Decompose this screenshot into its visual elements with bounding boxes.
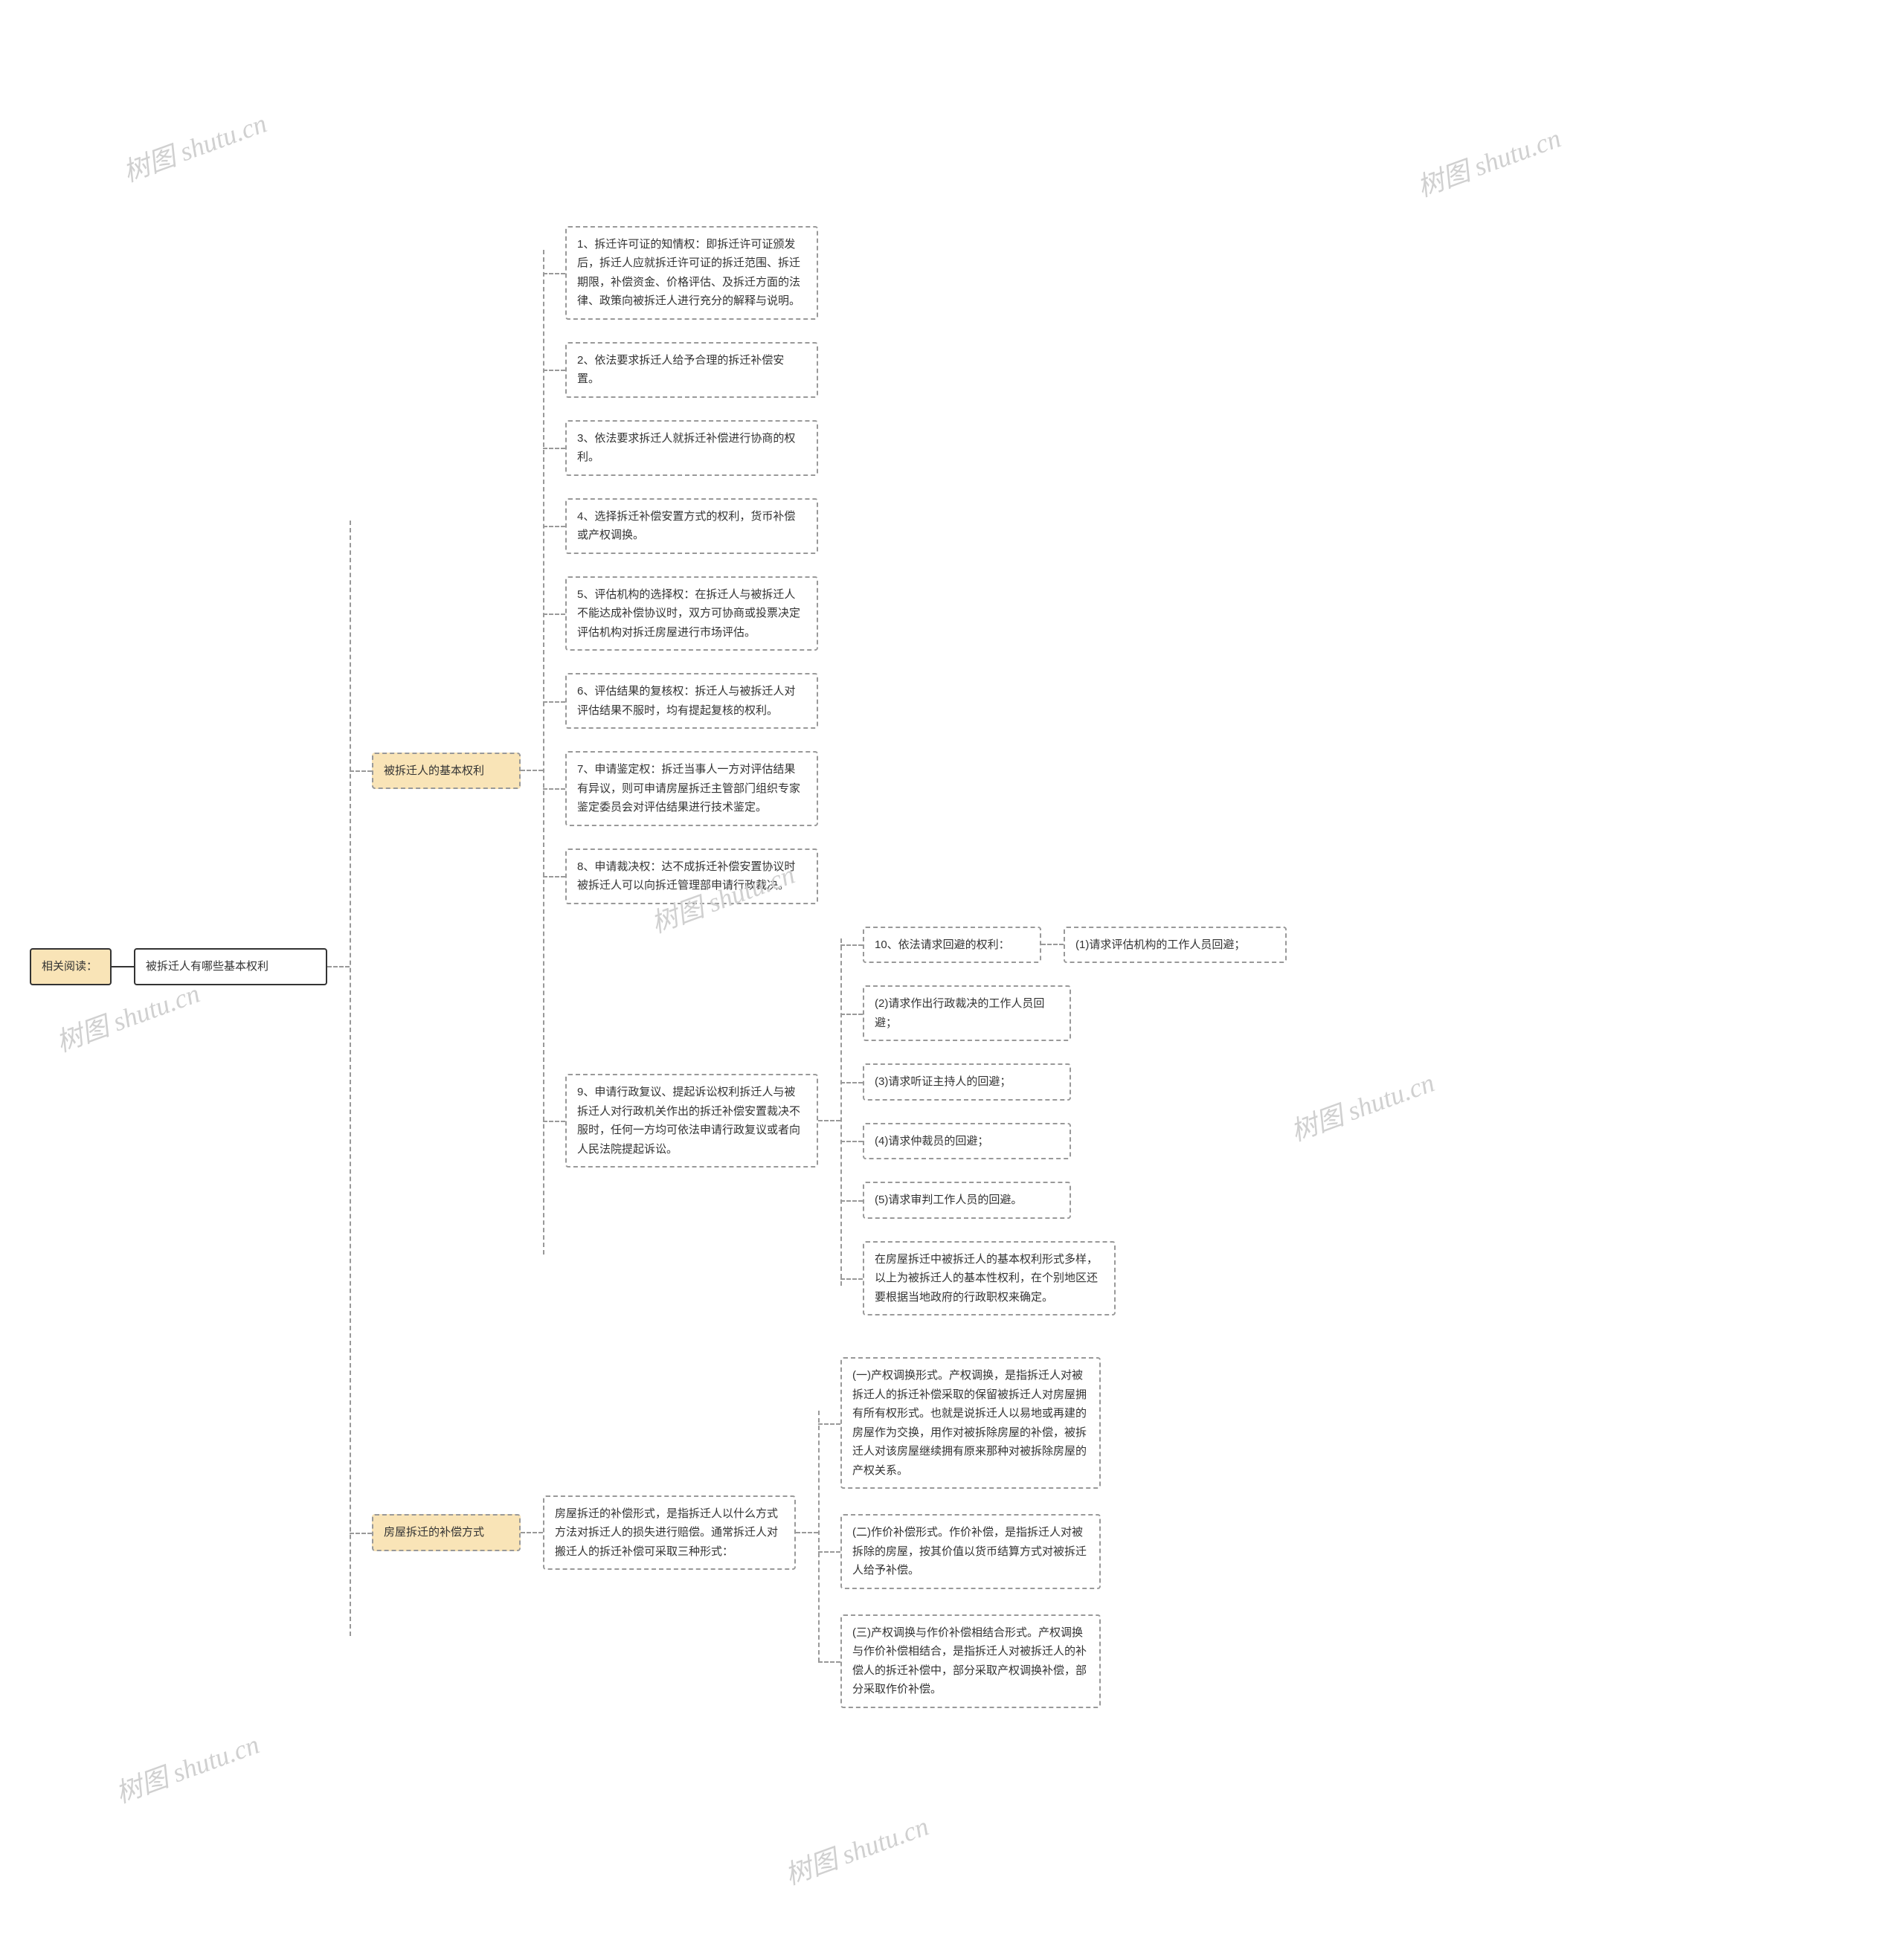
root-node: 被拆迁人有哪些基本权利 [134,948,327,985]
rights-leaf: 9、申请行政复议、提起诉讼权利拆迁人与被拆迁人对行政机关作出的拆迁补偿安置裁决不… [565,1074,818,1168]
leaf-text: (4)请求仲裁员的回避； [875,1135,988,1147]
leaf-text: 1、拆迁许可证的知情权：即拆迁许可证颁发后，拆迁人应就拆迁许可证的拆迁范围、拆迁… [577,238,800,308]
connector [1041,944,1064,945]
connector [327,966,350,967]
item10-row: 10、依法请求回避的权利： (1)请求评估机构的工作人员回避； [863,921,1287,970]
comp-leaf: (一)产权调换形式。产权调换，是指拆迁人对被拆迁人的拆迁补偿采取的保留被拆迁人对… [840,1357,1101,1489]
connector [112,966,134,967]
leaf-text: (一)产权调换形式。产权调换，是指拆迁人对被拆迁人的拆迁补偿采取的保留被拆迁人对… [852,1369,1087,1477]
rights-item: 5、评估机构的选择权：在拆迁人与被拆迁人不能达成补偿协议时，双方可协商或投票决定… [565,570,1287,657]
branch-compensation: 房屋拆迁的补偿方式 房屋拆迁的补偿形式，是指拆迁人以什么方式方法对拆迁人的损失进… [372,1351,1287,1714]
rights-leaf: 5、评估机构的选择权：在拆迁人与被拆迁人不能达成补偿协议时，双方可协商或投票决定… [565,576,818,651]
branch-compensation-node: 房屋拆迁的补偿方式 [372,1514,521,1551]
avoid-item: (2)请求作出行政裁决的工作人员回避； [863,979,1287,1047]
rights-leaf: 2、依法要求拆迁人给予合理的拆迁补偿安置。 [565,342,818,398]
item9-vline [840,938,842,1286]
rights-item: 4、选择拆迁补偿安置方式的权利，货币补偿或产权调换。 [565,492,1287,560]
leaf-text: (二)作价补偿形式。作价补偿，是指拆迁人对被拆除的房屋，按其价值以货币结算方式对… [852,1526,1087,1577]
leaf-text: 8、申请裁决权：达不成拆迁补偿安置协议时被拆迁人可以向拆迁管理部申请行政裁决。 [577,860,795,892]
avoid-leaf: (5)请求审判工作人员的回避。 [863,1182,1071,1219]
leaf-text: (2)请求作出行政裁决的工作人员回避； [875,997,1044,1029]
leaf-text: 2、依法要求拆迁人给予合理的拆迁补偿安置。 [577,354,784,386]
leaf-text: (3)请求听证主持人的回避； [875,1075,1011,1088]
avoid-item: (4)请求仲裁员的回避； [863,1117,1287,1166]
leaf-text: 3、依法要求拆迁人就拆迁补偿进行协商的权利。 [577,432,795,464]
root-label: 被拆迁人有哪些基本权利 [146,960,268,973]
leaf-text: (三)产权调换与作价补偿相结合形式。产权调换与作价补偿相结合，是指拆迁人对被拆迁… [852,1626,1087,1696]
rights-item: 8、申请裁决权：达不成拆迁补偿安置协议时被拆迁人可以向拆迁管理部申请行政裁决。 [565,843,1287,910]
branch-rights-label: 被拆迁人的基本权利 [384,764,484,777]
compensation-intro-row: 房屋拆迁的补偿形式，是指拆迁人以什么方式方法对拆迁人的损失进行赔偿。通常拆迁人对… [543,1351,1101,1714]
leaf-text: (5)请求审判工作人员的回避。 [875,1194,1022,1206]
rights-leaf: 4、选择拆迁补偿安置方式的权利，货币补偿或产权调换。 [565,498,818,554]
leaf-text: 10、依法请求回避的权利： [875,938,1010,951]
leaf-text: 7、申请鉴定权：拆迁当事人一方对评估结果有异议，则可申请房屋拆迁主管部门组织专家… [577,763,800,814]
branch-vline [350,521,351,1636]
leaf-text: 9、申请行政复议、提起诉讼权利拆迁人与被拆迁人对行政机关作出的拆迁补偿安置裁决不… [577,1086,800,1156]
avoid-leaf: (2)请求作出行政裁决的工作人员回避； [863,985,1071,1041]
comp-leaf: (三)产权调换与作价补偿相结合形式。产权调换与作价补偿相结合，是指拆迁人对被拆迁… [840,1614,1101,1708]
leaf-text: 6、评估结果的复核权：拆迁人与被拆迁人对评估结果不服时，均有提起复核的权利。 [577,685,795,717]
rights-leaf: 8、申请裁决权：达不成拆迁补偿安置协议时被拆迁人可以向拆迁管理部申请行政裁决。 [565,848,818,904]
avoid-leaf: (4)请求仲裁员的回避； [863,1123,1071,1160]
comp-item: (三)产权调换与作价补偿相结合形式。产权调换与作价补偿相结合，是指拆迁人对被拆迁… [840,1608,1101,1714]
rights-leaf: 6、评估结果的复核权：拆迁人与被拆迁人对评估结果不服时，均有提起复核的权利。 [565,673,818,729]
rights-item: 3、依法要求拆迁人就拆迁补偿进行协商的权利。 [565,414,1287,482]
branch-rights-node: 被拆迁人的基本权利 [372,753,521,790]
leaf-text: (1)请求评估机构的工作人员回避； [1075,938,1245,951]
item10-node: 10、依法请求回避的权利： [863,927,1041,964]
rights-leaf: 7、申请鉴定权：拆迁当事人一方对评估结果有异议，则可申请房屋拆迁主管部门组织专家… [565,751,818,826]
avoid-note: 在房屋拆迁中被拆迁人的基本权利形式多样，以上为被拆迁人的基本性权利，在个别地区还… [863,1235,1287,1322]
avoid-leaf: (3)请求听证主持人的回避； [863,1063,1071,1101]
avoid-item: (3)请求听证主持人的回避； [863,1057,1287,1107]
avoid-note-leaf: 在房屋拆迁中被拆迁人的基本权利形式多样，以上为被拆迁人的基本性权利，在个别地区还… [863,1241,1116,1316]
rights-item: 7、申请鉴定权：拆迁当事人一方对评估结果有异议，则可申请房屋拆迁主管部门组织专家… [565,745,1287,832]
comp-item: (二)作价补偿形式。作价补偿，是指拆迁人对被拆除的房屋，按其价值以货币结算方式对… [840,1508,1101,1595]
mindmap-diagram: 相关阅读： 被拆迁人有哪些基本权利 被拆迁人的基本权利 1、拆迁许可证的知情权：… [30,37,1874,1896]
rights-item: 6、评估结果的复核权：拆迁人与被拆迁人对评估结果不服时，均有提起复核的权利。 [565,667,1287,735]
rights-vline [543,250,544,1255]
leaf-text: 4、选择拆迁补偿安置方式的权利，货币补偿或产权调换。 [577,510,795,542]
connector [796,1532,818,1533]
rights-leaf: 3、依法要求拆迁人就拆迁补偿进行协商的权利。 [565,420,818,476]
avoid-item: (5)请求审判工作人员的回避。 [863,1176,1287,1225]
level0-node: 相关阅读： [30,948,112,985]
leaf-text: 在房屋拆迁中被拆迁人的基本权利形式多样，以上为被拆迁人的基本性权利，在个别地区还… [875,1253,1098,1304]
item10-sub: (1)请求评估机构的工作人员回避； [1064,927,1287,964]
connector [818,1120,840,1121]
level0-label: 相关阅读： [42,960,97,973]
connector [521,1532,543,1533]
comp-vline [818,1411,820,1662]
compensation-intro: 房屋拆迁的补偿形式，是指拆迁人以什么方式方法对拆迁人的损失进行赔偿。通常拆迁人对… [543,1495,796,1571]
branch-compensation-label: 房屋拆迁的补偿方式 [384,1526,484,1539]
rights-leaf: 1、拆迁许可证的知情权：即拆迁许可证颁发后，拆迁人应就拆迁许可证的拆迁范围、拆迁… [565,226,818,320]
rights-item: 2、依法要求拆迁人给予合理的拆迁补偿安置。 [565,336,1287,404]
leaf-text: 5、评估机构的选择权：在拆迁人与被拆迁人不能达成补偿协议时，双方可协商或投票决定… [577,588,800,639]
rights-item: 1、拆迁许可证的知情权：即拆迁许可证颁发后，拆迁人应就拆迁许可证的拆迁范围、拆迁… [565,220,1287,326]
branch-rights: 被拆迁人的基本权利 1、拆迁许可证的知情权：即拆迁许可证颁发后，拆迁人应就拆迁许… [372,220,1287,1322]
leaf-text: 房屋拆迁的补偿形式，是指拆迁人以什么方式方法对拆迁人的损失进行赔偿。通常拆迁人对… [555,1507,778,1558]
comp-leaf: (二)作价补偿形式。作价补偿，是指拆迁人对被拆除的房屋，按其价值以货币结算方式对… [840,1514,1101,1589]
comp-item: (一)产权调换形式。产权调换，是指拆迁人对被拆迁人的拆迁补偿采取的保留被拆迁人对… [840,1351,1101,1495]
rights-item-9: 9、申请行政复议、提起诉讼权利拆迁人与被拆迁人对行政机关作出的拆迁补偿安置裁决不… [565,921,1287,1322]
connector [521,770,543,771]
